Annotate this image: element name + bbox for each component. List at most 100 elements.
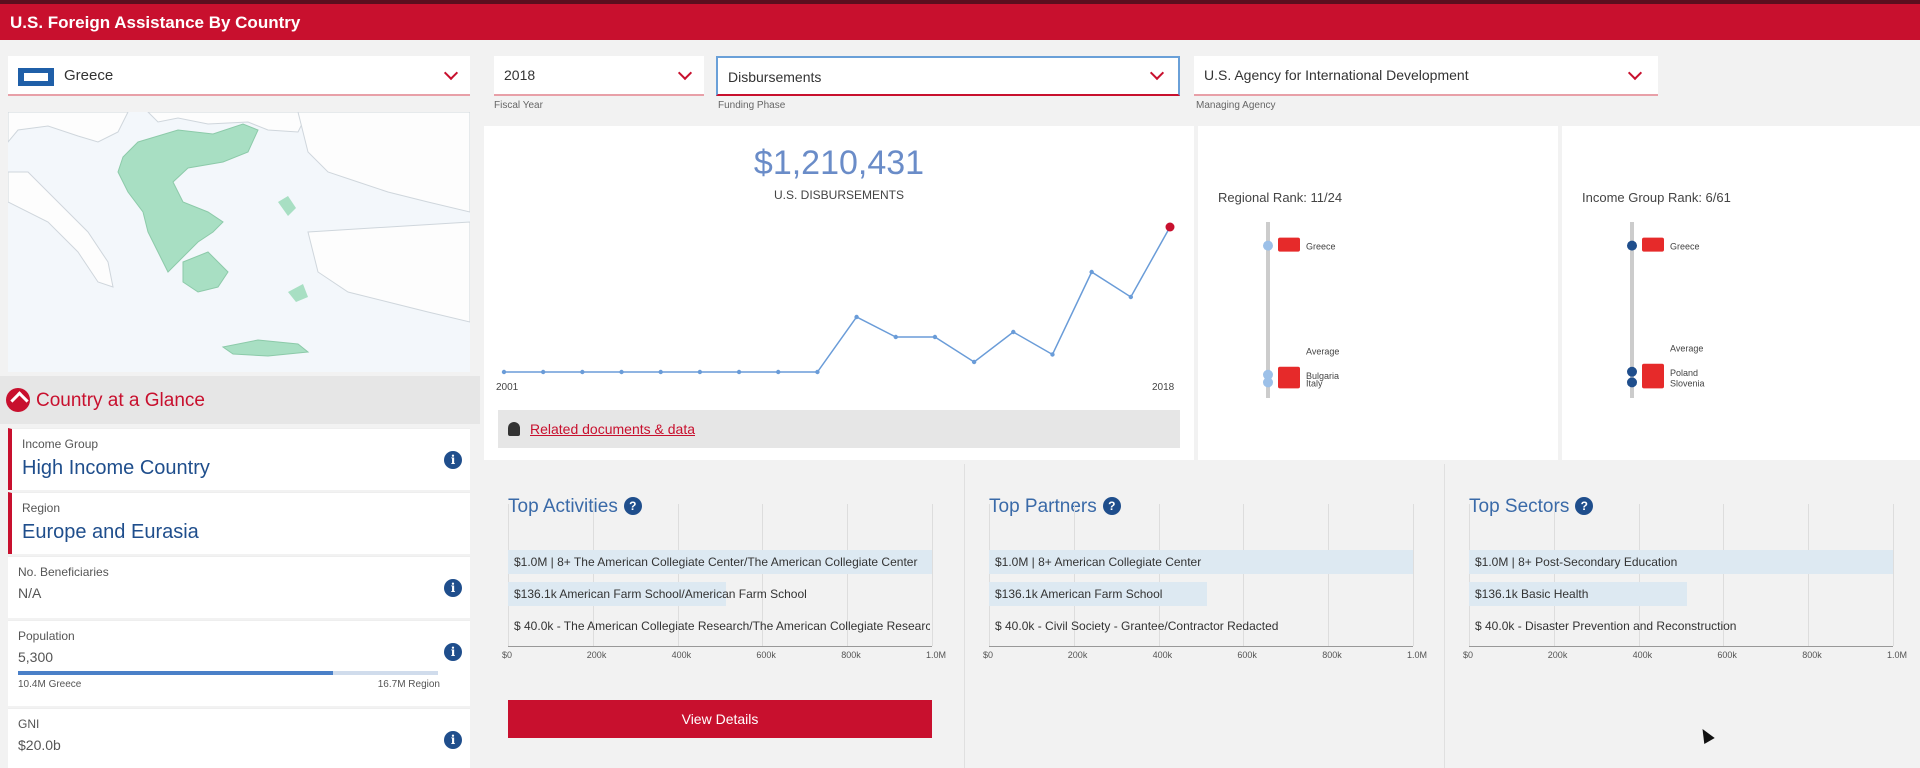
info-icon[interactable]: i [444, 643, 462, 661]
regional-rank-panel: Regional Rank: 11/24 Greece Average Bulgar… [1198, 126, 1558, 460]
rank-marker[interactable] [1627, 377, 1637, 388]
chevron-down-icon[interactable] [443, 65, 459, 81]
x-end-label: 2018 [1152, 382, 1175, 393]
grid-line [1893, 504, 1894, 646]
glance-header[interactable]: Country at a Glance [0, 376, 480, 424]
grid-line [1638, 504, 1640, 646]
bar-row[interactable]: $1.0M | 8+ Post-Secondary Education [1469, 550, 1893, 574]
data-point[interactable] [501, 369, 507, 375]
rank-marker[interactable] [1627, 366, 1637, 377]
country-map[interactable] [8, 112, 470, 372]
data-point[interactable] [619, 369, 624, 375]
data-point[interactable] [932, 334, 938, 340]
data-point[interactable] [658, 369, 663, 375]
rank-label: Italy [1306, 378, 1323, 388]
data-point[interactable] [1165, 222, 1175, 232]
question-icon[interactable]: ? [1575, 497, 1594, 515]
time-series-chart[interactable] [484, 126, 1194, 460]
data-point[interactable] [971, 359, 977, 365]
tick-label: 600k [1717, 650, 1737, 660]
bar [1469, 582, 1687, 606]
rank-tag [1278, 237, 1300, 252]
rank-marker[interactable] [1263, 240, 1273, 251]
view-details-button[interactable]: View Details [508, 700, 932, 738]
bar [989, 550, 1413, 574]
population-bar-fill [18, 671, 333, 675]
grid-line [1413, 504, 1414, 646]
chevron-down-icon[interactable] [1627, 65, 1643, 81]
related-link[interactable]: Related documents & data [530, 421, 695, 437]
x-axis [1469, 646, 1893, 647]
top-activities-title: Top Activities? [508, 496, 642, 518]
glance-title: Country at a Glance [36, 390, 205, 411]
info-icon[interactable]: i [444, 579, 462, 597]
top-partners-panel: Top Partners? $0 200k 400k 600k 800k 1.0M $1.0… [964, 464, 1436, 768]
tick-label: 1.0M [926, 650, 947, 660]
data-point[interactable] [580, 369, 585, 375]
data-point[interactable] [893, 334, 898, 340]
data-point[interactable] [1050, 352, 1055, 357]
country-select[interactable]: Greece [8, 56, 470, 96]
data-point[interactable] [736, 369, 742, 375]
bar-label: $ 40.0k - Civil Society - Grantee/Contra… [995, 619, 1279, 633]
funding-phase-select[interactable]: Disbursements [716, 56, 1180, 96]
income-group-value: High Income Country [22, 457, 210, 479]
rank-label: Bulgaria [1306, 371, 1339, 381]
bar [1469, 550, 1893, 574]
related-link-bar[interactable]: Related documents & data [498, 410, 1180, 448]
data-point[interactable] [776, 369, 781, 375]
managing-agency-value: U.S. Agency for International Developmen… [1204, 67, 1469, 83]
bar-row[interactable]: $1.0M | 8+ The American Collegiate Cente… [508, 550, 932, 574]
data-point[interactable] [1128, 294, 1134, 300]
grid-line [1723, 504, 1725, 646]
grid-line [592, 504, 594, 646]
grid-line [762, 504, 764, 646]
question-icon[interactable]: ? [1102, 497, 1121, 515]
grid-line [989, 504, 990, 646]
x-start-label: 2001 [496, 382, 519, 393]
chevron-down-icon[interactable] [1149, 65, 1165, 81]
data-point[interactable] [697, 369, 703, 375]
rank-tag [1642, 237, 1664, 252]
tick-label: 200k [1547, 650, 1568, 660]
rank-tag [1278, 342, 1300, 356]
chevron-down-icon[interactable] [677, 65, 693, 81]
data-point[interactable] [540, 369, 546, 375]
bar-row[interactable]: $ 40.0k - The American Collegiate Resear… [508, 614, 932, 638]
population-key: Population [18, 629, 75, 643]
bar-row[interactable]: $1.0M | 8+ American Collegiate Center [989, 550, 1413, 574]
rank-marker[interactable] [1263, 369, 1273, 380]
region-card: Region Europe and Eurasia [8, 492, 470, 554]
top-strip [0, 0, 1920, 4]
rank-marker[interactable] [1263, 377, 1273, 388]
rank-marker[interactable] [1627, 240, 1637, 251]
fiscal-year-select[interactable]: 2018 [494, 56, 704, 96]
series-line [504, 226, 1171, 373]
info-icon[interactable]: i [444, 451, 462, 469]
tick-label: 800k [1322, 650, 1342, 660]
gni-value: $20.0b [18, 737, 61, 753]
user-icon [508, 422, 520, 436]
bar-row[interactable]: $136.1k Basic Health [1469, 582, 1893, 606]
population-value: 5,300 [18, 649, 54, 665]
tick-label: 600k [1237, 650, 1257, 660]
managing-agency-select[interactable]: U.S. Agency for International Developmen… [1194, 56, 1658, 96]
tick-label: 800k [841, 650, 861, 660]
data-point[interactable] [1011, 329, 1016, 335]
bar-row[interactable]: $ 40.0k - Civil Society - Grantee/Contra… [989, 614, 1413, 638]
bar [508, 582, 726, 606]
bar-label: $136.1k Basic Health [1475, 587, 1589, 601]
data-point[interactable] [815, 369, 820, 375]
funding-phase-value: Disbursements [728, 69, 822, 85]
bar-row[interactable]: $136.1k American Farm School [989, 582, 1413, 606]
region-key: Region [22, 501, 61, 515]
data-point[interactable] [1089, 269, 1094, 275]
info-icon[interactable]: i [444, 731, 462, 749]
data-point[interactable] [854, 314, 859, 320]
income-rank-title: Income Group Rank: 6/61 [1582, 190, 1731, 205]
question-icon[interactable]: ? [623, 497, 642, 515]
bar-row[interactable]: $ 40.0k - Disaster Prevention and Recons… [1469, 614, 1893, 638]
bar-row[interactable]: $136.1k American Farm School/American Fa… [508, 582, 932, 606]
